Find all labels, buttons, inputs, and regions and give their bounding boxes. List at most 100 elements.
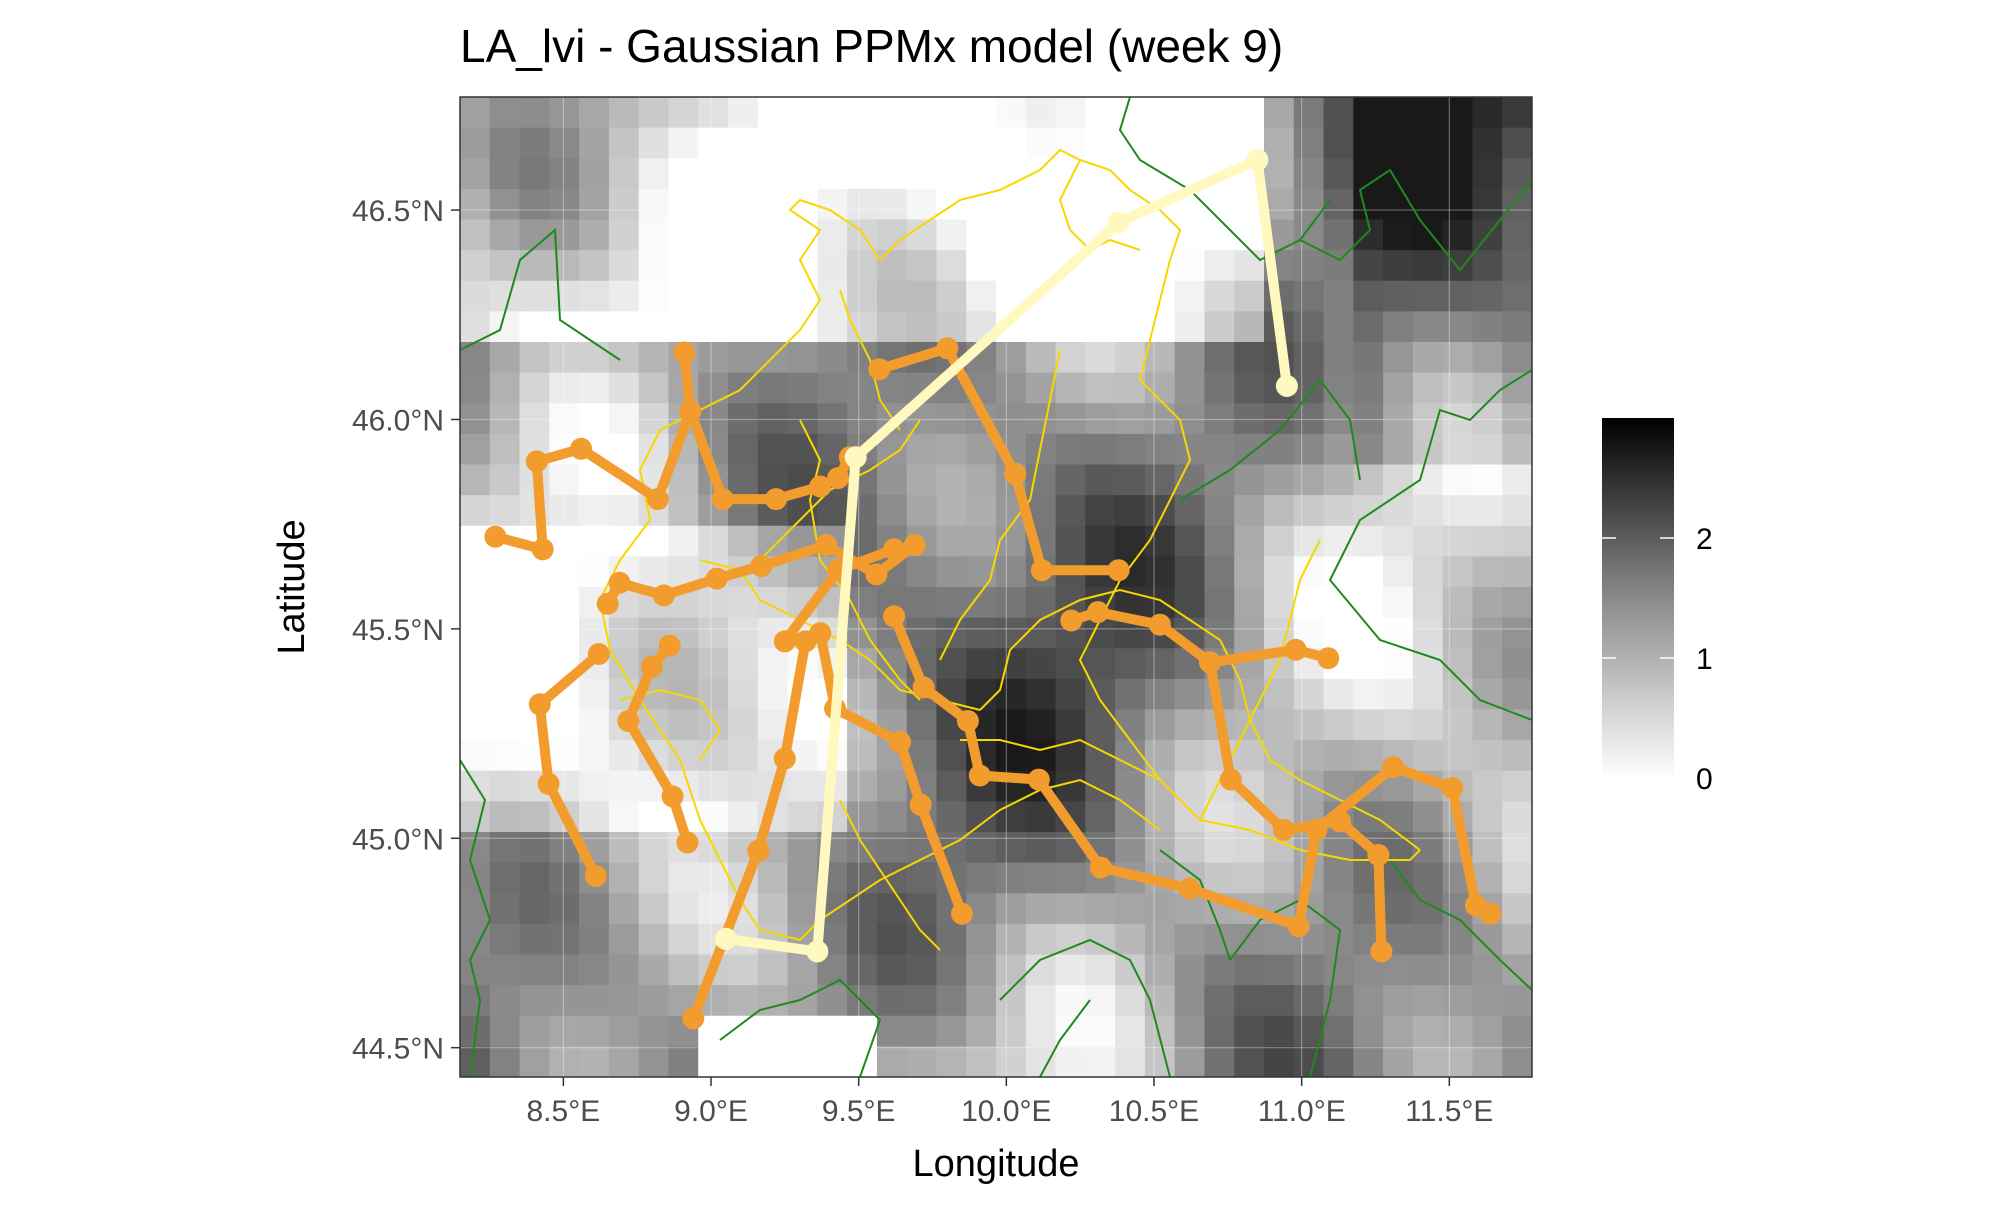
raster-cell <box>1293 954 1325 986</box>
map-panel <box>460 97 1532 1077</box>
raster-cell <box>847 954 878 986</box>
raster-cell <box>638 1046 670 1077</box>
raster-cell <box>966 219 997 251</box>
raster-cell <box>1353 280 1384 312</box>
raster-cell <box>1442 709 1474 741</box>
raster-cell <box>1412 311 1444 343</box>
raster-cell <box>1204 587 1235 619</box>
raster-cell <box>608 311 640 343</box>
route-point <box>1089 856 1112 879</box>
raster-cell <box>936 525 967 557</box>
raster-cell <box>460 158 491 190</box>
country-border-northwest <box>460 227 621 361</box>
raster-cell <box>876 127 908 159</box>
raster-cell <box>1144 587 1176 619</box>
raster-cell <box>1353 97 1384 129</box>
raster-cell <box>1323 188 1354 221</box>
raster-cell <box>1293 587 1325 619</box>
raster-cell <box>608 617 640 649</box>
raster-cell <box>638 342 670 374</box>
raster-cell <box>698 219 729 251</box>
raster-cell <box>1055 158 1086 190</box>
raster-cell <box>608 403 640 435</box>
raster-cell <box>519 648 550 680</box>
raster-cell <box>1383 280 1414 312</box>
raster-cell <box>1502 342 1532 374</box>
raster-cell <box>1174 495 1206 527</box>
raster-cell <box>638 158 670 190</box>
raster-cell <box>1174 311 1206 343</box>
raster-cell <box>1025 862 1057 894</box>
raster-cell <box>579 985 610 1017</box>
raster-cell <box>1293 985 1325 1017</box>
raster-cell <box>668 954 699 986</box>
raster-cell <box>1293 403 1325 435</box>
route-point <box>750 555 773 578</box>
raster-cell <box>1502 1015 1532 1047</box>
country-border-south3 <box>1229 898 1342 1077</box>
raster-cell <box>1412 1015 1444 1047</box>
raster-cell <box>698 372 729 404</box>
raster-cell <box>728 188 759 221</box>
raster-cell <box>1502 770 1532 802</box>
raster-cell <box>1174 678 1206 711</box>
raster-cell <box>787 985 818 1017</box>
raster-cell <box>489 678 521 711</box>
province-border-inner-e <box>939 349 1061 661</box>
raster-cell <box>1025 342 1057 374</box>
x-axis-label: Longitude <box>913 1143 1080 1185</box>
raster-cell <box>787 372 818 404</box>
raster-cell <box>519 954 550 986</box>
raster-cell <box>1442 372 1474 404</box>
raster-cell <box>1323 219 1354 251</box>
raster-cell <box>817 127 848 159</box>
route-point <box>865 563 888 586</box>
raster-cell <box>1085 433 1116 466</box>
raster-cell <box>757 311 789 343</box>
raster-cell <box>1353 1015 1384 1047</box>
raster-cell <box>1502 648 1532 680</box>
raster-cell <box>489 587 521 619</box>
raster-cell <box>906 954 938 986</box>
raster-cell <box>1204 495 1235 527</box>
raster-cell <box>1085 280 1116 312</box>
raster-cell <box>936 403 967 435</box>
raster-cell <box>579 556 610 588</box>
raster-cell <box>638 188 670 221</box>
raster-cell <box>906 280 938 312</box>
raster-cell <box>698 709 729 741</box>
raster-cell <box>1204 403 1235 435</box>
raster-cell <box>608 862 640 894</box>
raster-cell <box>1323 342 1354 374</box>
raster-cell <box>1353 127 1384 159</box>
raster-cell <box>1502 617 1532 649</box>
raster-cell <box>1055 893 1086 925</box>
raster-cell <box>996 678 1027 711</box>
raster-cell <box>1204 433 1235 466</box>
raster-cell <box>519 617 550 649</box>
raster-cell <box>1264 587 1295 619</box>
raster-cell <box>787 832 818 864</box>
raster-cell <box>1502 250 1532 282</box>
raster-cell <box>638 923 670 956</box>
raster-cell <box>1502 954 1532 986</box>
route-point <box>537 772 560 795</box>
raster-cell <box>1144 219 1176 251</box>
raster-cell <box>1234 678 1265 711</box>
country-border-northeast <box>1299 168 1532 272</box>
raster-cell <box>847 740 878 772</box>
raster-cell <box>847 770 878 802</box>
raster-cell <box>549 893 580 925</box>
raster-cell <box>906 862 938 894</box>
raster-cell <box>1025 127 1057 159</box>
raster-cell <box>460 556 491 588</box>
raster-cell <box>608 1015 640 1047</box>
raster-cell <box>1353 648 1384 680</box>
raster-cell <box>728 158 759 190</box>
raster-cell <box>1412 464 1444 496</box>
route-point <box>570 437 593 460</box>
raster-cell <box>1085 311 1116 343</box>
route-path-line <box>1205 657 1387 957</box>
route-point <box>951 902 973 925</box>
raster-cell <box>1353 403 1384 435</box>
